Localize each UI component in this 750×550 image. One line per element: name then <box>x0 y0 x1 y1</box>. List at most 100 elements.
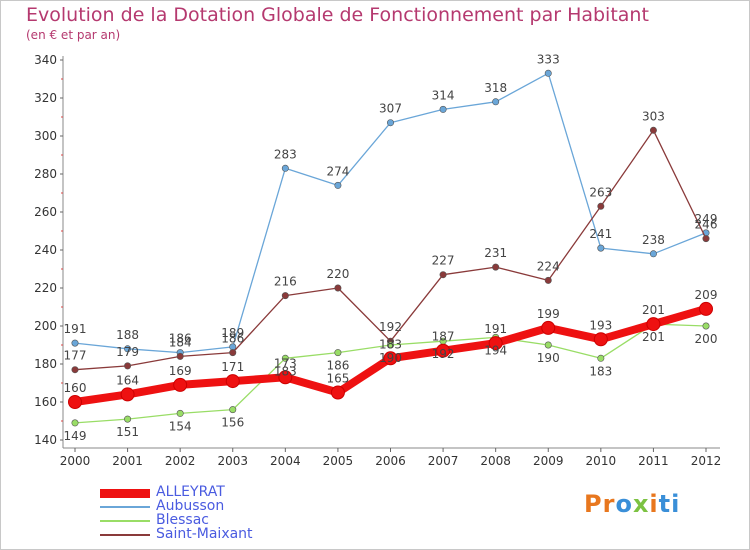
y-tick-label: 140 <box>34 433 57 447</box>
data-point <box>593 332 608 347</box>
x-tick-label: 2000 <box>60 454 91 468</box>
data-point <box>597 202 605 210</box>
data-point <box>597 354 605 362</box>
x-tick-label: 2010 <box>586 454 617 468</box>
data-point <box>281 164 289 172</box>
data-label: 199 <box>537 307 560 321</box>
legend-item: Blessac <box>100 512 320 528</box>
data-label: 184 <box>169 335 192 349</box>
data-label: 165 <box>326 372 349 386</box>
data-point <box>649 126 657 134</box>
data-label: 192 <box>379 320 402 334</box>
data-label: 216 <box>274 275 297 289</box>
y-tick-label: 240 <box>34 243 57 257</box>
data-point <box>124 415 132 423</box>
data-label: 179 <box>116 345 139 359</box>
data-label: 274 <box>326 164 349 178</box>
data-point <box>386 341 394 349</box>
data-label: 193 <box>589 318 612 332</box>
data-point <box>702 235 710 243</box>
data-label: 220 <box>326 267 349 281</box>
x-tick-label: 2012 <box>691 454 722 468</box>
data-label: 191 <box>64 322 87 336</box>
data-point <box>334 284 342 292</box>
data-label: 160 <box>64 381 87 395</box>
data-point <box>124 345 132 353</box>
data-label: 183 <box>274 364 297 378</box>
legend-swatch <box>100 520 150 522</box>
data-point <box>597 244 605 252</box>
data-point <box>225 374 240 389</box>
data-label: 183 <box>379 337 402 351</box>
legend-swatch <box>100 534 150 536</box>
data-label: 263 <box>589 185 612 199</box>
data-point <box>544 341 552 349</box>
data-label: 156 <box>221 416 244 430</box>
data-point <box>173 377 188 392</box>
data-point <box>334 349 342 357</box>
data-point <box>439 105 447 113</box>
x-tick-label: 2003 <box>217 454 248 468</box>
data-point <box>439 271 447 279</box>
data-label: 307 <box>379 102 402 116</box>
y-tick-label: 180 <box>34 357 57 371</box>
data-point <box>541 320 556 335</box>
data-label: 283 <box>274 147 297 161</box>
data-label: 200 <box>695 332 718 346</box>
y-tick-label: 320 <box>34 91 57 105</box>
data-label: 303 <box>642 109 665 123</box>
data-point <box>229 349 237 357</box>
y-tick-label: 160 <box>34 395 57 409</box>
data-point <box>281 292 289 300</box>
data-point <box>176 352 184 360</box>
data-point <box>71 339 79 347</box>
data-label: 183 <box>589 364 612 378</box>
data-point <box>699 301 713 316</box>
data-label: 314 <box>432 88 455 102</box>
x-tick-label: 2002 <box>165 454 196 468</box>
x-tick-label: 2009 <box>533 454 564 468</box>
legend-label: ALLEYRAT <box>156 484 225 500</box>
data-label: 151 <box>116 425 139 439</box>
x-tick-label: 2005 <box>323 454 354 468</box>
data-point <box>544 69 552 77</box>
data-label: 238 <box>642 233 665 247</box>
legend-item: ALLEYRAT <box>100 484 320 500</box>
chart-title: Evolution de la Dotation Globale de Fonc… <box>26 4 649 26</box>
data-point <box>488 336 503 351</box>
data-point <box>176 409 184 417</box>
data-point <box>229 406 237 414</box>
data-label: 318 <box>484 81 507 95</box>
data-label: 186 <box>221 332 244 346</box>
data-label: 249 <box>695 212 718 226</box>
data-label: 169 <box>169 364 192 378</box>
data-point <box>646 317 661 332</box>
data-label: 227 <box>432 254 455 268</box>
data-point <box>492 263 500 271</box>
legend-label: Blessac <box>156 512 209 528</box>
y-tick-label: 340 <box>34 53 57 67</box>
data-label: 190 <box>537 351 560 365</box>
legend-swatch <box>100 506 150 508</box>
data-label: 231 <box>484 246 507 260</box>
y-tick-label: 280 <box>34 167 57 181</box>
data-label: 187 <box>432 330 455 344</box>
x-tick-label: 2011 <box>638 454 669 468</box>
data-point <box>278 370 293 385</box>
proxiti-logo: Proxiti <box>584 490 681 518</box>
x-tick-label: 2007 <box>428 454 459 468</box>
x-tick-label: 2006 <box>375 454 406 468</box>
data-label: 194 <box>484 343 507 357</box>
data-label: 171 <box>221 360 244 374</box>
data-label: 164 <box>116 373 139 387</box>
data-label: 186 <box>326 359 349 373</box>
data-point <box>68 395 82 409</box>
data-point <box>281 354 289 362</box>
data-point <box>71 366 79 374</box>
x-tick-label: 2004 <box>270 454 301 468</box>
data-point <box>386 119 394 127</box>
data-point <box>649 250 657 258</box>
y-tick-label: 300 <box>34 129 57 143</box>
data-label: 186 <box>169 332 192 346</box>
data-label: 201 <box>642 330 665 344</box>
